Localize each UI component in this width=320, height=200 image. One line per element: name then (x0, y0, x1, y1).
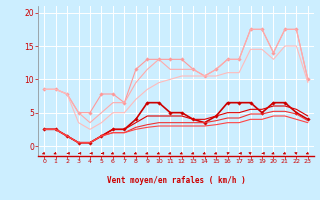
X-axis label: Vent moyen/en rafales ( km/h ): Vent moyen/en rafales ( km/h ) (107, 176, 245, 185)
